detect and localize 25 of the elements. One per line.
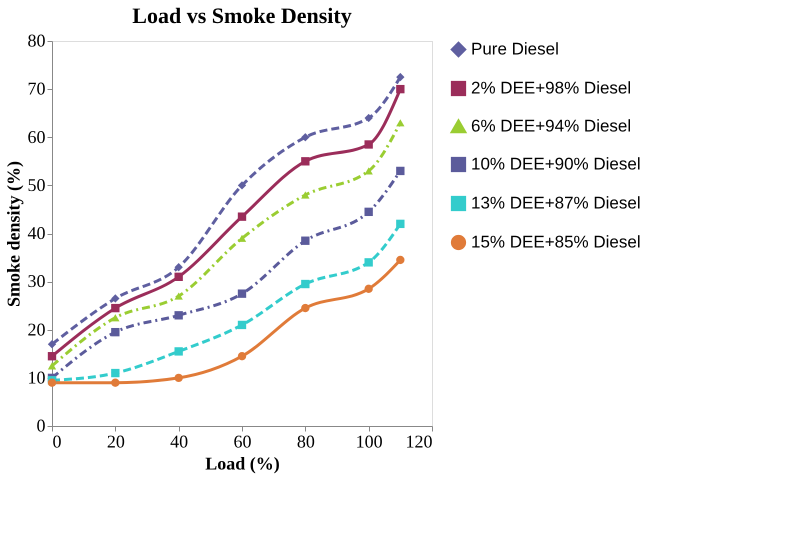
y-tick-label: 60 [28, 126, 46, 147]
x-tick-label: 0 [52, 432, 62, 452]
y-axis-title: Smoke density (%) [4, 160, 24, 308]
y-tick-label: 0 [36, 416, 46, 436]
y-tick-label: 70 [28, 78, 46, 99]
x-tick-label: 100 [356, 432, 383, 452]
x-tick-label: 120 [406, 432, 432, 452]
legend-label: 15% DEE+85% Diesel [471, 232, 641, 252]
y-tick-label: 80 [28, 30, 46, 50]
x-tick-label: 40 [170, 432, 188, 452]
legend-label: Pure Diesel [471, 40, 559, 58]
x-tick-label: 60 [234, 432, 252, 452]
y-tick-label: 10 [28, 367, 46, 388]
chart-title: Load vs Smoke Density [132, 3, 352, 28]
y-tick-label: 50 [28, 174, 46, 195]
legend-label: 6% DEE+94% Diesel [471, 116, 632, 136]
y-tick-label: 30 [28, 271, 46, 292]
x-tick-label: 20 [106, 432, 125, 452]
legend-label: 2% DEE+98% Diesel [471, 78, 632, 98]
x-axis-title: Load (%) [205, 454, 280, 474]
y-tick-label: 40 [28, 223, 46, 243]
y-tick-label: 20 [28, 319, 46, 340]
legend-label: 10% DEE+90% Diesel [471, 154, 641, 174]
x-tick-label: 80 [296, 432, 315, 452]
legend-label: 13% DEE+87% Diesel [471, 194, 641, 212]
